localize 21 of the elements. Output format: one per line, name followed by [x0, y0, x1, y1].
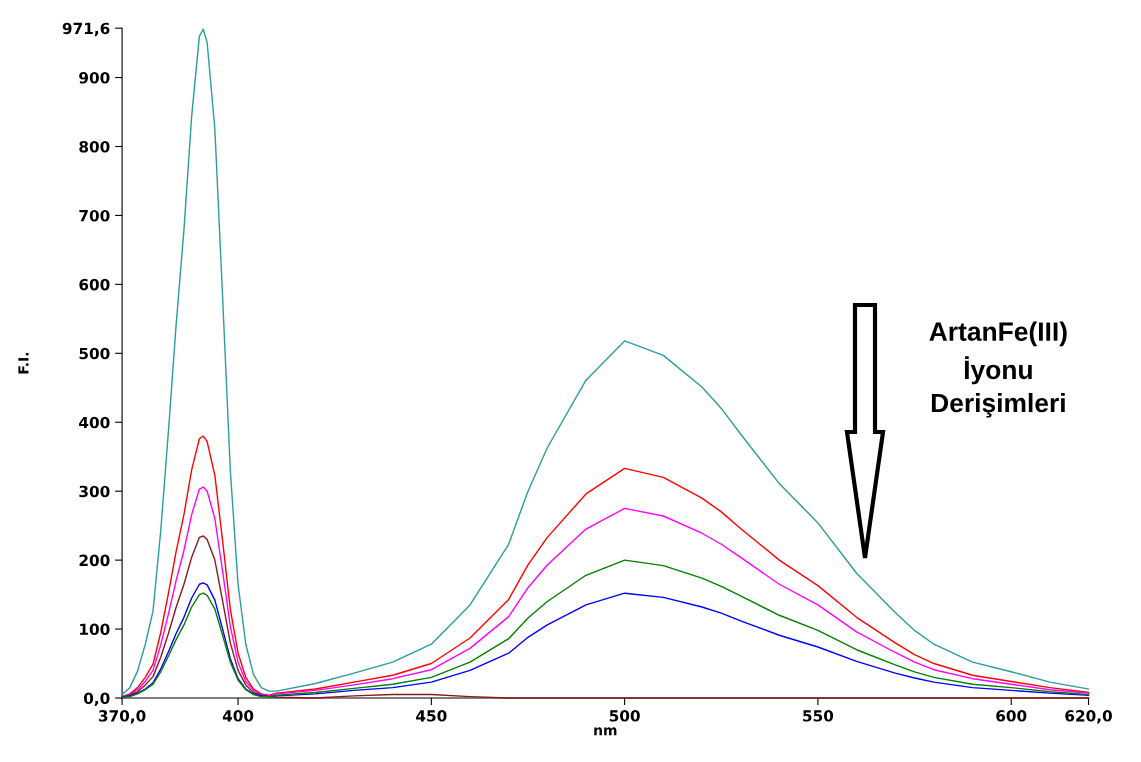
x-tick-label: 450 — [416, 710, 447, 722]
y-tick-label: 600 — [79, 278, 110, 291]
y-tick-label: 700 — [79, 209, 110, 222]
y-tick-label: 900 — [79, 72, 110, 84]
y-tick-label: 971,6 — [62, 22, 110, 37]
y-tick-label: 500 — [79, 347, 110, 360]
y-tick-label: 800 — [79, 140, 110, 153]
x-tick-label: 500 — [609, 710, 640, 722]
y-tick-label: 100 — [80, 623, 110, 636]
y-tick-label: 0,0 — [83, 692, 110, 706]
x-tick-label: 620,0 — [1065, 710, 1112, 724]
x-tick-label: 550 — [803, 710, 834, 722]
x-tick-label: 400 — [222, 710, 254, 722]
y-tick-label: 200 — [79, 554, 110, 567]
x-tick-label: 370,0 — [98, 710, 146, 724]
y-axis-title: F.I. — [18, 352, 29, 374]
annotation: ArtanFe(III) İyonu Derişimleri — [929, 321, 1067, 418]
y-tick-label: 300 — [79, 485, 110, 498]
y-tick-label: 400 — [79, 416, 110, 429]
x-axis-title: nm — [594, 727, 617, 736]
x-tick-label: 600 — [996, 710, 1027, 722]
